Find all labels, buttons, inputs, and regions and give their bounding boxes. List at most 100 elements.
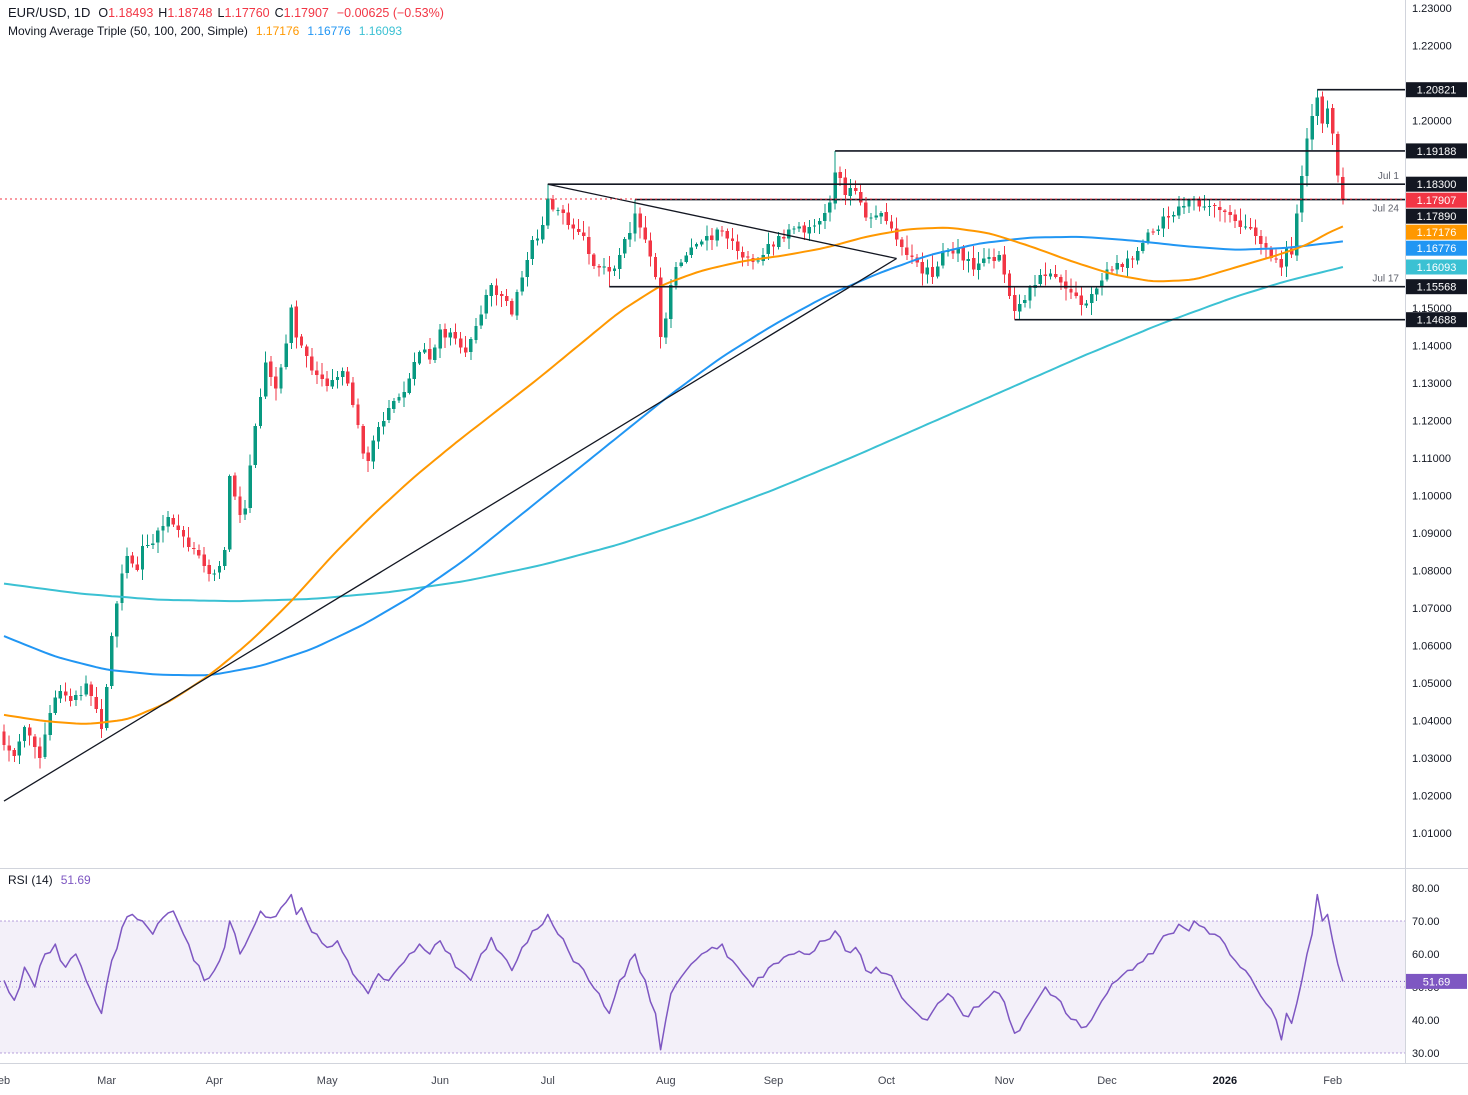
price-tick-label: 1.20000 [1412,116,1452,128]
ohlc-open: O1.18493 [98,6,153,20]
sma100-line[interactable] [3,235,1344,677]
rsi-value: 51.69 [60,873,91,887]
ohlc-high-value: 1.18748 [167,6,213,20]
price-tick-label: 1.10000 [1412,491,1452,503]
ohlc-open-value: 1.18493 [108,6,154,20]
time-axis-label: eb [0,1075,10,1087]
sma50-line[interactable] [3,225,1344,725]
level-date-label: Jul 24 [1372,204,1399,215]
price-tick-label: 1.14000 [1412,341,1452,353]
ohlc-high: H1.18748 [158,6,212,20]
rsi-tick-label: 70.00 [1412,916,1440,928]
price-axis-badge-label: 1.18300 [1417,179,1457,191]
price-axis-badge [1406,176,1467,192]
price-axis-badge-label: 1.17890 [1417,211,1457,223]
time-axis[interactable]: eb Mar Apr May Jun Jul Aug Sep Oct Nov Dec 2026 Feb [0,1075,1342,1087]
level-date-label: Jul 1 [1378,171,1400,182]
price-axis-badge [1406,279,1467,295]
price-axis-badge-label: 1.19188 [1417,146,1457,158]
rsi-legend: RSI (14) 51.69 [8,873,91,887]
price-axis-badge-label: 1.16093 [1417,262,1457,274]
price-axis-badge [1406,240,1467,256]
price-axis-badge-label: 1.17907 [1417,195,1457,207]
price-pane[interactable] [2,89,1345,769]
ma-indicator-title[interactable]: Moving Average Triple (50, 100, 200, Sim… [8,24,248,38]
price-axis-badge-label: 1.15568 [1417,282,1457,294]
sma100-value: 1.16776 [307,24,351,38]
change-value: −0.00625 (−0.53%) [336,6,444,20]
rsi-tick-label: 30.00 [1412,1048,1440,1060]
price-tick-label: 1.04000 [1412,716,1452,728]
drawings-layer[interactable]: Jul 1 Jul 24 Jul 17 [0,88,1405,802]
rsi-axis-badge-label: 51.69 [1423,976,1451,988]
time-axis-label: Sep [764,1075,784,1087]
sma50-value: 1.17176 [255,24,300,38]
time-axis-label: Dec [1097,1075,1117,1087]
time-axis-label: Aug [656,1075,676,1087]
price-axis-badge [1406,259,1467,275]
sma200-line[interactable] [3,266,1344,603]
price-tick-label: 1.06000 [1412,641,1452,653]
trend-line[interactable] [3,257,897,802]
ohlc-high-label: H [158,6,168,20]
rsi-axis-badge [1406,973,1467,989]
price-axis-badge [1406,208,1467,224]
price-axis-badge [1406,82,1467,98]
ohlc-open-label: O [98,6,109,20]
trend-line[interactable] [547,183,897,260]
ohlc-low-label: L [217,6,225,20]
price-tick-label: 1.03000 [1412,753,1452,765]
price-tick-label: 1.12000 [1412,416,1452,428]
price-axis-badge [1406,312,1467,328]
time-axis-label: Jun [431,1075,449,1087]
rsi-tick-label: 80.00 [1412,883,1440,895]
rsi-pane[interactable] [0,893,1405,1054]
price-axis-badge [1406,192,1467,208]
price-axis[interactable]: 1.23000 1.22000 1.20000 1.15000 1.14000 1.130… [1406,3,1467,840]
pane-dividers [0,0,1468,1064]
price-axis-badge-label: 1.20821 [1417,85,1457,97]
price-tick-label: 1.13000 [1412,378,1452,390]
time-axis-label: Apr [206,1075,223,1087]
time-axis-label: Oct [878,1075,895,1087]
price-tick-label: 1.11000 [1412,453,1451,465]
price-tick-label: 1.07000 [1412,603,1452,615]
time-axis-label: Nov [995,1075,1015,1087]
price-axis-badge-label: 1.14688 [1417,315,1457,327]
price-tick-label: 1.08000 [1412,566,1452,578]
price-axis-badge [1406,143,1467,159]
level-date-label: Jul 17 [1372,274,1399,285]
ohlc-low: L1.17760 [218,6,270,20]
rsi-tick-label: 40.00 [1412,1015,1440,1027]
rsi-line [3,893,1344,1051]
price-axis-badge-label: 1.17176 [1417,227,1457,239]
price-tick-label: 1.09000 [1412,528,1452,540]
ma-legend: Moving Average Triple (50, 100, 200, Sim… [8,24,402,38]
time-axis-label: Jul [541,1075,555,1087]
price-tick-label: 1.15000 [1412,303,1452,315]
symbol-legend: EUR/USD, 1D O1.18493 H1.18748 L1.17760 C… [8,5,444,20]
ohlc-low-value: 1.17760 [224,6,270,20]
price-tick-label: 1.01000 [1412,828,1452,840]
symbol-title[interactable]: EUR/USD, 1D [8,5,91,20]
rsi-band [0,921,1405,1053]
price-tick-label: 1.05000 [1412,678,1452,690]
time-axis-label: Feb [1323,1075,1342,1087]
ohlc-close: C1.17907 [275,6,329,20]
rsi-tick-label: 60.00 [1412,949,1440,961]
ohlc-close-value: 1.17907 [283,6,329,20]
time-axis-label: 2026 [1213,1075,1237,1087]
price-tick-label: 1.23000 [1412,3,1452,15]
time-axis-label: Mar [97,1075,116,1087]
candlestick-series [2,89,1345,769]
price-axis-badge [1406,224,1467,240]
price-tick-label: 1.02000 [1412,791,1452,803]
price-tick-label: 1.22000 [1412,41,1452,53]
rsi-indicator-title[interactable]: RSI (14) [8,873,53,887]
ohlc-values: O1.18493 H1.18748 L1.17760 C1.17907 [98,6,329,20]
price-axis-badge-label: 1.16776 [1417,243,1457,255]
time-axis-label: May [317,1075,338,1087]
